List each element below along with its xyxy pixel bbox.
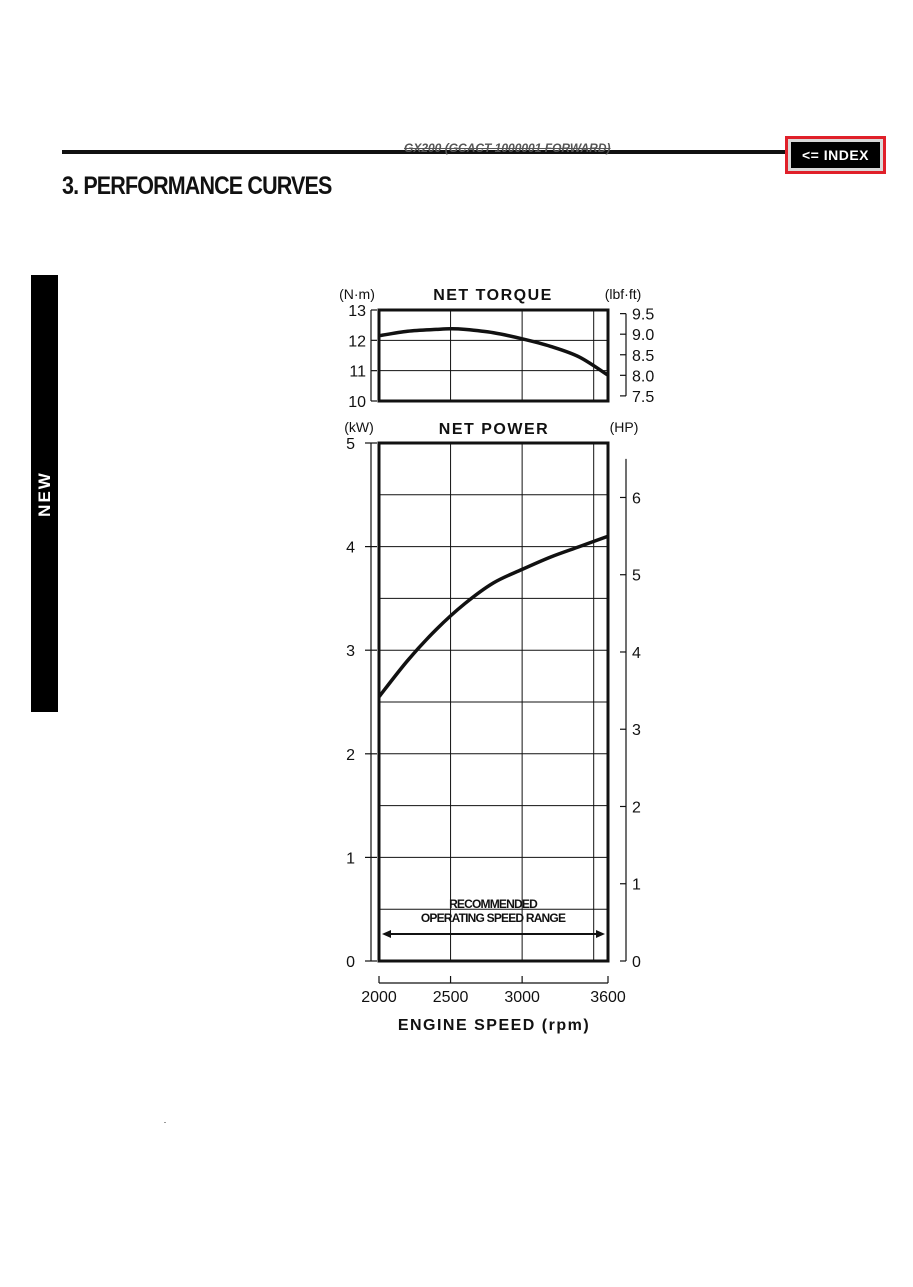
- torque-title: NET TORQUE: [433, 287, 553, 304]
- torque-left-tick-label: 12: [348, 333, 366, 350]
- power-right-tick-label: 3: [632, 722, 641, 739]
- torque-left-tick-label: 13: [348, 303, 366, 320]
- torque-left-axis: 10 11 12 13: [348, 303, 377, 411]
- torque-left-tick-label: 10: [348, 394, 366, 411]
- power-left-tick-label: 0: [346, 954, 355, 971]
- x-tick-label: 3000: [504, 989, 540, 1006]
- x-tick-label: 2000: [361, 989, 397, 1006]
- header-rule: [62, 150, 787, 154]
- scan-speck: [164, 1122, 166, 1123]
- power-right-tick-label: 5: [632, 568, 641, 585]
- power-right-tick-label: 6: [632, 490, 641, 507]
- power-left-tick-label: 1: [346, 850, 355, 867]
- power-left-tick-label: 4: [346, 540, 355, 557]
- speed-range-arrow: [382, 930, 605, 938]
- power-right-tick-label: 4: [632, 645, 641, 662]
- speed-range-annotation-line2: OPERATING SPEED RANGE: [421, 911, 566, 925]
- torque-right-tick-label: 7.5: [632, 389, 654, 406]
- power-series-line: [377, 534, 609, 698]
- torque-left-tick-label: 11: [349, 364, 366, 381]
- x-tick-label: 3600: [590, 989, 626, 1006]
- power-right-tick-label: 1: [632, 877, 641, 894]
- power-title: NET POWER: [439, 421, 549, 438]
- x-axis: 2000 2500 3000 3600: [361, 976, 626, 1006]
- speed-range-annotation-line1: RECOMMENDED: [449, 897, 538, 911]
- torque-grid: [379, 310, 608, 401]
- torque-y2label: (lbf·ft): [605, 286, 642, 302]
- power-left-tick-label: 2: [346, 747, 355, 764]
- x-axis-label: ENGINE SPEED (rpm): [398, 1017, 590, 1034]
- power-frame: [377, 441, 610, 963]
- index-button-label: <= INDEX: [791, 142, 880, 168]
- torque-right-tick-label: 9.0: [632, 327, 654, 344]
- power-grid: [379, 443, 608, 961]
- torque-ylabel: (N·m): [339, 286, 375, 302]
- power-left-tick-label: 3: [346, 643, 355, 660]
- power-left-tick-label: 5: [346, 436, 355, 453]
- x-tick-label: 2500: [433, 989, 469, 1006]
- power-ylabel: (kW): [344, 419, 374, 435]
- power-right-tick-label: 2: [632, 799, 641, 816]
- torque-right-axis: 7.5 8.0 8.5 9.0 9.5: [620, 307, 654, 406]
- torque-right-tick-label: 9.5: [632, 307, 654, 324]
- torque-series-line: [378, 327, 609, 377]
- power-right-tick-label: 0: [632, 954, 641, 971]
- torque-right-tick-label: 8.5: [632, 348, 654, 365]
- torque-right-tick-label: 8.0: [632, 368, 654, 385]
- power-left-axis: 0 1 2 3 4 5: [346, 436, 377, 971]
- section-title: 3. PERFORMANCE CURVES: [62, 172, 332, 200]
- torque-frame: [377, 308, 610, 403]
- new-side-tab-label: NEW: [34, 471, 54, 517]
- power-y2label: (HP): [610, 419, 639, 435]
- header-model-text: GX200 (GCACT 1000001 FORWARD): [404, 141, 611, 155]
- index-button[interactable]: <= INDEX: [785, 136, 886, 174]
- power-right-axis: 0 1 2 3 4 5 6: [620, 458, 641, 971]
- new-side-tab: NEW: [31, 275, 58, 712]
